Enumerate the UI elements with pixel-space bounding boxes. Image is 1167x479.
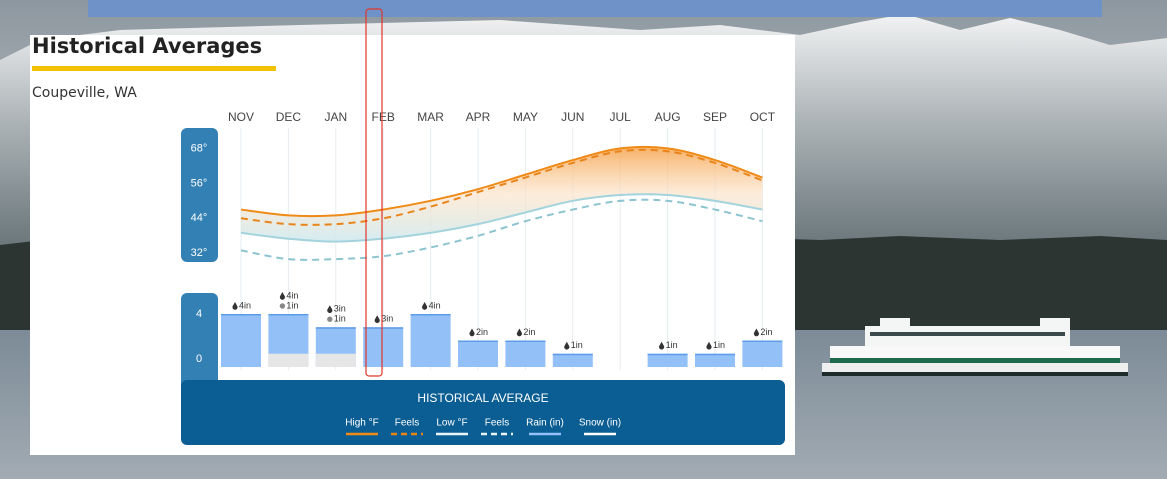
month-label: OCT (750, 110, 776, 124)
legend-label: Feels (395, 418, 419, 429)
bar-top-edge (268, 314, 309, 316)
y-tick-label: 68° (191, 142, 208, 154)
precip-value-label: 2in (476, 327, 488, 337)
y-tick-label: 32° (191, 247, 208, 259)
precip-value-label: 2in (523, 327, 535, 337)
bar-top-edge (505, 340, 546, 342)
plot: NOV DEC JAN FEB MAR APR MAY JUN JUL AUG SEP OCT 32° 4… (191, 110, 783, 436)
temperature-line (240, 198, 763, 261)
title-underline (32, 66, 276, 71)
legend-label: Feels (485, 418, 509, 429)
precip-bar (221, 314, 261, 367)
rain-icon (374, 315, 380, 324)
rain-icon (516, 328, 522, 337)
month-label: APR (466, 110, 491, 124)
month-label: SEP (703, 110, 727, 124)
precip-bar (505, 340, 546, 367)
precip-axis-panel (181, 293, 218, 403)
widget-title: Historical Averages (32, 34, 262, 58)
bar-top-edge (552, 353, 593, 356)
precip-value-label: 4in (239, 300, 251, 310)
precip-value-label: 1in (666, 340, 678, 350)
rain-icon (659, 341, 665, 350)
precip-value-label: 3in (334, 304, 346, 314)
legend-label: Snow (in) (579, 418, 621, 429)
bar-top-edge (221, 314, 261, 316)
rain-icon (564, 341, 570, 350)
highlight-box (365, 8, 383, 377)
bar-top-edge (410, 314, 451, 316)
footer-title: HISTORICAL AVERAGE (417, 391, 548, 405)
rain-icon (327, 305, 333, 314)
ferry (822, 318, 1128, 376)
month-label: JAN (324, 110, 347, 124)
bar-top-edge (458, 340, 498, 342)
legend-label: Rain (in) (526, 418, 564, 429)
month-label: MAR (417, 110, 444, 124)
temperature-line (240, 193, 763, 243)
rain-icon (422, 302, 428, 310)
rain-icon (706, 341, 712, 350)
y-tick-label: 4 (196, 308, 202, 320)
location: Coupeville, WA (32, 85, 137, 101)
temp-axis-panel (181, 128, 218, 262)
month-label: AUG (655, 110, 681, 124)
precip-value-label: 1in (571, 340, 583, 350)
rain-icon (753, 328, 759, 337)
month-label: JUL (610, 110, 632, 124)
snow-icon (279, 303, 286, 309)
precip-bar (363, 327, 404, 367)
y-tick-label: 56° (191, 177, 208, 189)
precip-value-label: 1in (713, 340, 725, 350)
month-label: DEC (276, 110, 302, 124)
rain-icon (469, 328, 475, 337)
rain-icon (232, 302, 238, 310)
precip-bar (695, 353, 735, 367)
temperature-line (240, 148, 763, 226)
y-tick-label: 0 (196, 353, 202, 365)
legend-footer (181, 380, 785, 445)
bar-top-edge (695, 353, 735, 356)
bar-top-edge (647, 353, 688, 356)
precip-bar (742, 340, 783, 367)
precip-value-label: 4in (286, 290, 298, 300)
legend-label: High °F (345, 418, 378, 429)
month-label: FEB (372, 110, 395, 124)
precip-bar (315, 353, 356, 367)
bar-top-edge (742, 340, 783, 342)
precip-value-label: 1in (286, 300, 298, 310)
temperature-line (240, 145, 763, 218)
precip-bar (410, 314, 451, 367)
temperature-band (241, 146, 763, 242)
rain-icon (279, 292, 285, 300)
bar-top-edge (363, 327, 404, 329)
precip-value-label: 1in (334, 314, 346, 324)
precip-bar (647, 353, 688, 367)
precip-bar (268, 353, 309, 367)
legend-label: Low °F (436, 418, 467, 429)
top-banner (88, 0, 1102, 17)
bar-top-edge (315, 327, 356, 329)
precip-value-label: 4in (429, 300, 441, 310)
precip-bar (458, 340, 498, 367)
month-label: MAY (513, 110, 538, 124)
snow-icon (327, 316, 333, 322)
month-label: NOV (228, 110, 254, 124)
precip-value-label: 2in (760, 327, 772, 337)
precip-value-label: 3in (381, 314, 393, 324)
precip-bar (552, 353, 593, 367)
y-tick-label: 44° (191, 212, 208, 224)
month-label: JUN (561, 110, 584, 124)
